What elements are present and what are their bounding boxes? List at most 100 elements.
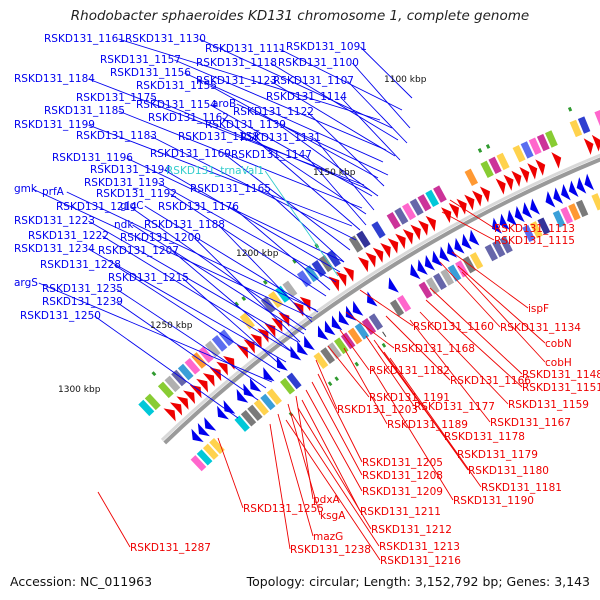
- forward-feature-bar: [492, 240, 506, 258]
- reverse-gene-label[interactable]: RSKD131_1160: [413, 321, 494, 333]
- reverse-cds-arrow: [343, 266, 354, 282]
- reverse-cds-arrow: [387, 238, 399, 254]
- reverse-gene-label[interactable]: RSKD131_1190: [453, 495, 534, 507]
- forward-gene-label[interactable]: RSKD131_1215: [108, 272, 189, 284]
- forward-gene-label[interactable]: RSKD131_1185: [44, 105, 125, 117]
- forward-gene-label[interactable]: RSKD131_1169: [150, 148, 231, 160]
- forward-gene-label[interactable]: RSKD131_1161: [44, 33, 125, 45]
- forward-gene-label[interactable]: RSKD131_1147: [231, 149, 312, 161]
- reverse-cds-arrow: [250, 333, 262, 349]
- forward-gene-label[interactable]: RSKD131_1107: [273, 75, 354, 87]
- reverse-gene-label[interactable]: RSKD131_1148: [522, 369, 600, 381]
- reverse-gene-label[interactable]: RSKD131_1179: [457, 449, 538, 461]
- forward-gene-label[interactable]: RSKD131_1223: [14, 215, 95, 227]
- reverse-cds-arrow: [551, 152, 562, 169]
- forward-gene-label[interactable]: RSKD131_1156: [110, 67, 191, 79]
- forward-gene-label[interactable]: RSKD131_1157: [100, 54, 181, 66]
- forward-gene-label[interactable]: RSKD131_1214: [56, 201, 137, 213]
- forward-gene-label[interactable]: prfA: [42, 186, 65, 198]
- reverse-cds-arrow: [535, 159, 546, 176]
- forward-gene-label[interactable]: RSKD131_1222: [28, 230, 109, 242]
- forward-gene-label[interactable]: RSKD131_1207: [98, 245, 179, 257]
- reverse-gene-label[interactable]: pdxA: [313, 494, 341, 506]
- reverse-gene-label[interactable]: RSKD131_1181: [481, 482, 562, 494]
- reverse-gene-label[interactable]: RSKD131_1287: [130, 542, 211, 554]
- reverse-gene-label[interactable]: RSKD131_1189: [387, 419, 468, 431]
- reverse-gene-label[interactable]: RSKD131_1166: [450, 375, 531, 387]
- reverse-gene-label[interactable]: mazG: [313, 531, 343, 543]
- forward-gene-label[interactable]: RSKD131_1122: [233, 106, 314, 118]
- forward-gene-label[interactable]: RSKD131_1154: [136, 99, 217, 111]
- reverse-gene-label[interactable]: RSKD131_1209: [362, 486, 443, 498]
- forward-gene-label[interactable]: RSKD131_1175: [76, 92, 157, 104]
- forward-gene-label[interactable]: RSKD131_1239: [42, 296, 123, 308]
- reverse-feature-bar: [138, 399, 155, 417]
- forward-gene-label[interactable]: RSKD131_1158: [178, 131, 259, 143]
- forward-gene-label[interactable]: gmk: [14, 183, 38, 195]
- reverse-gene-label[interactable]: RSKD131_1238: [290, 544, 371, 556]
- reverse-gene-label[interactable]: RSKD131_1212: [371, 524, 452, 536]
- reverse-gene-label[interactable]: cobH: [545, 357, 572, 369]
- reverse-gene-label[interactable]: RSKD131_1211: [360, 506, 441, 518]
- forward-gene-label[interactable]: RSKD131_1176: [158, 201, 239, 213]
- forward-gene-label[interactable]: RSKD131_1228: [40, 259, 121, 271]
- forward-feature-bar: [499, 236, 513, 254]
- forward-feature-bar: [266, 388, 282, 405]
- forward-gene-label[interactable]: argS: [14, 277, 38, 289]
- forward-gene-label[interactable]: RSKD131_1183: [76, 130, 157, 142]
- reverse-feature-bar: [545, 130, 558, 148]
- forward-gene-label[interactable]: RSKD131_1123: [196, 75, 277, 87]
- reverse-gene-label[interactable]: RSKD131_1205: [362, 457, 443, 469]
- reverse-gene-label[interactable]: RSKD131_1115: [494, 235, 575, 247]
- reverse-gene-label[interactable]: RSKD131_1177: [414, 401, 495, 413]
- reverse-gene-label[interactable]: RSKD131_1216: [380, 555, 461, 567]
- forward-gene-label[interactable]: RSKD131_1235: [42, 283, 123, 295]
- reverse-gene-label[interactable]: RSKD131_1203: [337, 404, 418, 416]
- forward-gene-label[interactable]: ndk: [114, 219, 134, 231]
- forward-gene-label[interactable]: RSKD131_1199: [14, 119, 95, 131]
- reverse-gene-label[interactable]: RSKD131_1191: [369, 392, 450, 404]
- reverse-gene-label[interactable]: ksgA: [320, 510, 346, 522]
- reverse-leader-line: [287, 403, 321, 516]
- reverse-gene-label[interactable]: RSKD131_1134: [500, 322, 581, 334]
- reverse-gene-label[interactable]: RSKD131_1180: [468, 465, 549, 477]
- forward-gene-label[interactable]: RSKD131_1250: [20, 310, 101, 322]
- forward-gene-label[interactable]: RSKD131_1196: [52, 152, 133, 164]
- reverse-gene-label[interactable]: RSKD131_1182: [369, 365, 450, 377]
- reverse-gene-label[interactable]: cobN: [545, 338, 572, 350]
- reverse-gene-label[interactable]: ispF: [528, 303, 549, 315]
- forward-gene-label[interactable]: RSKD131_1200: [120, 232, 201, 244]
- forward-gene-label[interactable]: RSKD131_1131: [240, 132, 321, 144]
- forward-gene-label[interactable]: aroB: [212, 98, 236, 110]
- forward-gene-label[interactable]: RSKD131_1162: [148, 112, 229, 124]
- forward-gene-label[interactable]: RSKD131_1194: [90, 164, 171, 176]
- trna-gene-label[interactable]: RSKD131_trnaVal1: [166, 165, 264, 177]
- forward-gene-label[interactable]: RSKD131_1139: [205, 119, 286, 131]
- forward-gene-label[interactable]: RSKD131_1192: [96, 188, 177, 200]
- reverse-gene-label[interactable]: RSKD131_1208: [362, 470, 443, 482]
- forward-gene-label[interactable]: RSKD131_1130: [125, 33, 206, 45]
- forward-gene-label[interactable]: RSKD131_1193: [84, 177, 165, 189]
- forward-feature-bar: [397, 294, 412, 312]
- reverse-gene-label[interactable]: RSKD131_1213: [379, 541, 460, 553]
- forward-gene-label[interactable]: RSKD131_1234: [14, 243, 95, 255]
- forward-gene-label[interactable]: RSKD131_1114: [266, 91, 347, 103]
- forward-gene-label[interactable]: RSKD131_1118: [196, 57, 277, 69]
- reverse-gene-label[interactable]: RSKD131_1159: [508, 399, 589, 411]
- reverse-cds-arrow: [196, 378, 209, 393]
- forward-gene-label[interactable]: RSKD131_1155: [136, 80, 217, 92]
- forward-gene-label[interactable]: RSKD131_1188: [144, 219, 225, 231]
- reverse-gene-label[interactable]: RSKD131_1113: [494, 223, 575, 235]
- forward-gene-label[interactable]: RSKD131_1100: [278, 57, 359, 69]
- forward-gene-label[interactable]: RSKD131_1184: [14, 73, 95, 85]
- forward-gene-label[interactable]: glgC: [120, 200, 144, 212]
- reverse-gene-label[interactable]: RSKD131_1178: [444, 431, 525, 443]
- reverse-gene-label[interactable]: RSKD131_1167: [490, 417, 571, 429]
- forward-gene-label[interactable]: RSKD131_1091: [286, 41, 367, 53]
- forward-gene-label[interactable]: RSKD131_1165: [190, 183, 271, 195]
- reverse-gene-label[interactable]: RSKD131_1168: [394, 343, 475, 355]
- forward-gene-label[interactable]: RSKD131_1111: [205, 43, 286, 55]
- reverse-gene-label[interactable]: RSKD131_1151: [522, 382, 600, 394]
- reverse-leader-line: [409, 319, 491, 423]
